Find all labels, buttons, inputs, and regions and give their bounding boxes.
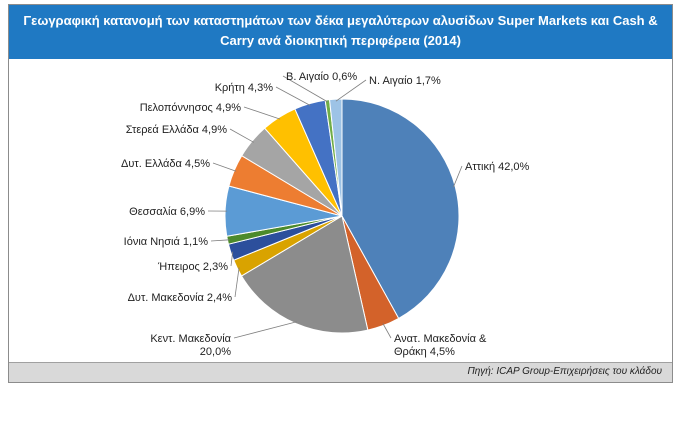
pie-slice (341, 98, 460, 320)
leader-line (234, 267, 240, 298)
data-label: Ανατ. Μακεδονία & Θράκη 4,5% (394, 333, 487, 358)
leader-line (243, 106, 281, 120)
leader-line (230, 251, 234, 267)
data-label: Δυτ. Μακεδονία 2,4% (128, 292, 233, 304)
data-label: Δυτ. Ελλάδα 4,5% (121, 158, 210, 170)
chart-header: Γεωγραφική κατανομή των καταστημάτων των… (9, 5, 672, 59)
data-label: Κρήτη 4,3% (215, 82, 274, 94)
source-note: Πηγή: ICAP Group-Επιχειρήσεις του κλάδου (467, 366, 662, 377)
data-label: Ιόνια Νησιά 1,1% (124, 236, 209, 248)
pie-slice (240, 215, 369, 334)
data-label: Β. Αιγαίο 0,6% (286, 71, 357, 83)
leader-line (210, 239, 230, 242)
leader-line (212, 162, 237, 172)
data-label: Στερεά Ελλάδα 4,9% (126, 124, 227, 136)
leader-line (233, 321, 297, 339)
leader-line (335, 79, 367, 102)
leader-line (229, 128, 254, 143)
leader-line (282, 75, 328, 103)
leader-line (275, 86, 311, 106)
pie-chart: Αττική 42,0% Ανατ. Μακεδονία & Θράκη 4,5% Κ… (121, 71, 530, 358)
chart-area: Αττική 42,0% Ανατ. Μακεδονία & Θράκη 4,5% Κ… (9, 59, 672, 361)
data-label: Ήπειρος 2,3% (157, 261, 228, 273)
chart-title-line-1: Γεωγραφική κατανομή των καταστημάτων των… (23, 13, 658, 28)
chart-title-line-2: Carry ανά διοικητική περιφέρεια (2014) (220, 33, 461, 48)
data-label: Θεσσαλία 6,9% (129, 206, 205, 218)
data-label: Αττική 42,0% (465, 161, 530, 173)
data-label: Κεντ. Μακεδονία 20,0% (150, 333, 231, 358)
data-label: Ν. Αιγαίο 1,7% (369, 75, 441, 87)
pie-slice (328, 98, 343, 217)
leader-line (382, 323, 392, 339)
source-footer: Πηγή: ICAP Group-Επιχειρήσεις του κλάδου (9, 362, 672, 382)
chart-frame: Γεωγραφική κατανομή των καταστημάτων των… (8, 4, 673, 383)
leader-line (452, 165, 463, 188)
data-label: Πελοπόννησος 4,9% (140, 102, 242, 114)
